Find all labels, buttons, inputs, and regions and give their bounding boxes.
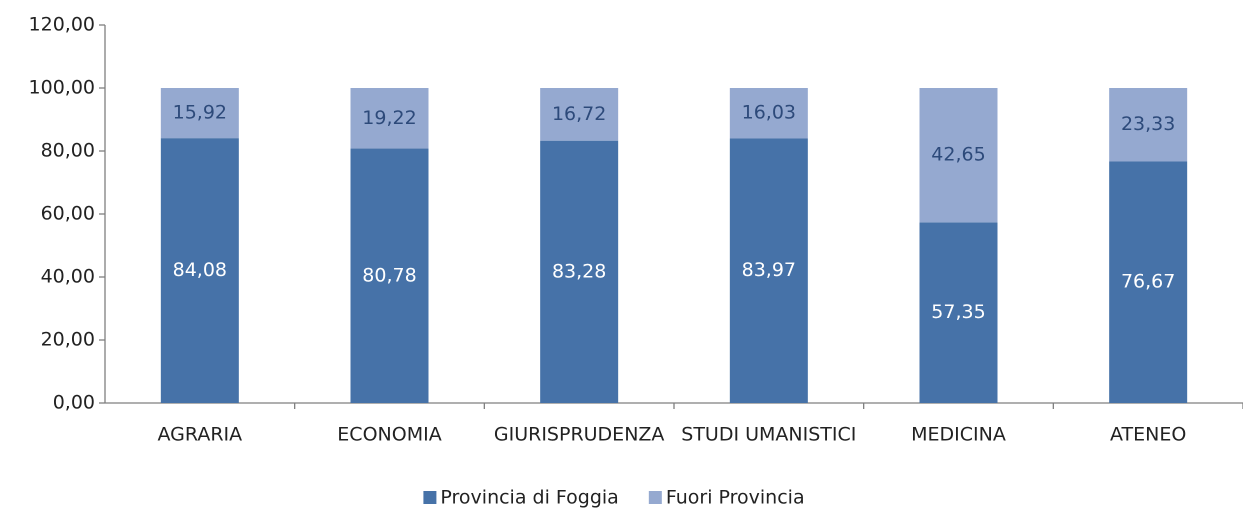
value-label: 42,65 (931, 144, 985, 166)
bar-segment (540, 140, 619, 403)
x-tick-label: AGRARIA (158, 424, 243, 446)
bar-segment (729, 88, 808, 139)
legend-swatch (423, 491, 437, 504)
legend-label: Provincia di Foggia (440, 487, 618, 509)
x-tick-label: STUDI UMANISTICI (681, 424, 856, 446)
y-tick-label: 100,00 (29, 77, 95, 99)
y-tick-label: 20,00 (41, 329, 95, 351)
value-label: 83,97 (742, 259, 796, 281)
value-label: 19,22 (362, 107, 416, 129)
value-label: 15,92 (173, 102, 227, 124)
bar-segment (540, 88, 619, 141)
value-label: 16,03 (742, 102, 796, 124)
x-tick-label: ECONOMIA (337, 424, 441, 446)
legend-label: Fuori Provincia (666, 487, 805, 509)
bar-segment (919, 222, 998, 403)
y-tick-label: 0,00 (53, 392, 95, 414)
x-tick-label: MEDICINA (911, 424, 1006, 446)
bar-segment (1109, 161, 1188, 403)
x-tick-label: GIURISPRUDENZA (494, 424, 665, 446)
bar-segment (919, 88, 998, 223)
y-tick-label: 120,00 (29, 14, 95, 36)
value-label: 23,33 (1121, 113, 1175, 135)
bar-segment (729, 138, 808, 403)
value-label: 16,72 (552, 103, 606, 125)
value-label: 76,67 (1121, 271, 1175, 293)
value-label: 80,78 (362, 264, 416, 286)
value-label: 84,08 (173, 259, 227, 281)
legend-swatch (648, 491, 662, 504)
y-tick-label: 80,00 (41, 140, 95, 162)
y-tick-label: 60,00 (41, 203, 95, 225)
y-tick-label: 40,00 (41, 266, 95, 288)
value-label: 83,28 (552, 260, 606, 282)
bar-segment (350, 88, 429, 149)
bar-segment (160, 88, 239, 139)
bar-segment (160, 138, 239, 403)
x-tick-label: ATENEO (1110, 424, 1186, 446)
bar-segment (1109, 88, 1188, 162)
bar-segment (350, 148, 429, 403)
value-label: 57,35 (931, 301, 985, 323)
